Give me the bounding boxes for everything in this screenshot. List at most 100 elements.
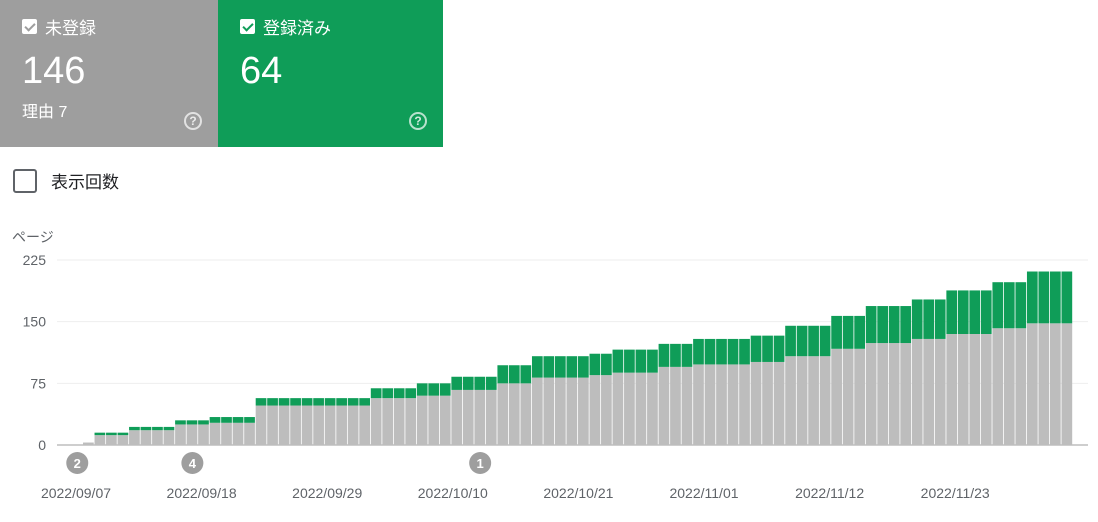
bar-registered (94, 432, 106, 436)
bar-not-registered (647, 372, 658, 445)
bar-registered (520, 365, 532, 384)
bar-registered (336, 398, 347, 406)
checkbox-checked-icon[interactable] (22, 18, 37, 34)
bar-registered (175, 420, 186, 425)
bar-registered (428, 383, 440, 396)
bar-not-registered (255, 405, 267, 445)
bar-not-registered (94, 435, 106, 445)
bar-registered (405, 388, 417, 399)
registered-count: 64 (240, 50, 283, 92)
bar-not-registered (324, 405, 336, 445)
bar-registered (439, 383, 451, 396)
bar-not-registered (83, 442, 94, 445)
bar-registered (163, 426, 175, 431)
bar-not-registered (877, 343, 889, 445)
bar-registered (232, 417, 244, 423)
bar-registered (612, 349, 624, 373)
bar-registered (106, 432, 117, 436)
bar-registered (624, 349, 635, 373)
bar-not-registered (474, 389, 486, 445)
bar-not-registered (485, 389, 497, 445)
bar-not-registered (911, 338, 923, 445)
annotation-label: 4 (189, 456, 197, 471)
bar-registered (382, 388, 394, 399)
x-tick-label: 2022/10/21 (543, 485, 613, 501)
not-registered-card[interactable]: 未登録 146 理由 7 ? (0, 0, 218, 147)
bar-not-registered (670, 366, 681, 445)
bar-not-registered (543, 377, 555, 445)
bar-registered (888, 306, 900, 344)
bar-not-registered (428, 395, 440, 445)
bar-not-registered (704, 364, 716, 445)
bar-not-registered (739, 364, 750, 445)
bar-registered (842, 315, 854, 349)
bar-not-registered (900, 343, 912, 445)
bar-not-registered (520, 383, 532, 445)
x-tick-label: 2022/10/10 (418, 485, 488, 501)
bar-registered (1061, 271, 1073, 324)
bar-not-registered (347, 405, 359, 445)
help-icon[interactable]: ? (184, 112, 202, 130)
bar-not-registered (1038, 323, 1050, 445)
bar-not-registered (244, 422, 255, 445)
bar-not-registered (865, 343, 877, 445)
bar-not-registered (405, 398, 417, 445)
bar-not-registered (727, 364, 739, 445)
bar-registered (152, 426, 163, 431)
bar-registered (831, 315, 842, 349)
bar-not-registered (175, 424, 186, 445)
bar-not-registered (969, 334, 981, 445)
bar-registered (278, 398, 290, 406)
bar-registered (670, 343, 681, 367)
checkbox-unchecked-icon[interactable] (13, 168, 37, 193)
bar-registered (773, 335, 785, 362)
bar-registered (209, 417, 221, 423)
indexing-chart: 225 150 75 0 2 4 1 2022/09/07 2022/09/18 2022/09/… (23, 252, 1088, 501)
help-icon[interactable]: ? (409, 112, 427, 130)
bar-registered (474, 376, 486, 390)
bar-registered (370, 388, 382, 399)
bar-registered (796, 325, 808, 357)
bar-registered (416, 383, 428, 396)
y-tick-label: 150 (23, 314, 47, 330)
not-registered-reason: 理由 7 (22, 104, 68, 121)
registered-card[interactable]: 登録済み 64 ? (218, 0, 443, 147)
bar-registered (244, 417, 255, 423)
bar-registered (198, 420, 209, 425)
bar-registered (635, 349, 647, 373)
bar-not-registered (957, 334, 969, 445)
annotation-marker (181, 452, 204, 474)
bar-not-registered (267, 405, 278, 445)
bar-not-registered (508, 383, 520, 445)
checkbox-checked-icon[interactable] (240, 18, 255, 34)
bar-not-registered (221, 422, 232, 445)
bar-not-registered (497, 383, 509, 445)
bar-not-registered (808, 356, 819, 445)
registered-header: 登録済み (240, 14, 421, 38)
x-tick-label: 2022/09/07 (41, 485, 111, 501)
bar-not-registered (980, 334, 992, 445)
bar-registered (750, 335, 762, 362)
bar-registered (543, 356, 555, 378)
bar-not-registered (934, 338, 946, 445)
bar-registered (589, 353, 601, 376)
bar-not-registered (612, 372, 624, 445)
bar-registered (566, 356, 578, 378)
impressions-toggle[interactable]: 表示回数 (13, 168, 119, 193)
bar-not-registered (451, 389, 463, 445)
bar-not-registered (854, 348, 865, 445)
bar-not-registered (923, 338, 935, 445)
not-registered-label: 未登録 (45, 18, 96, 38)
bar-not-registered (163, 430, 175, 445)
bar-not-registered (152, 430, 163, 445)
bar-registered (1003, 282, 1015, 329)
bar-registered (877, 306, 889, 344)
y-tick-label: 75 (30, 375, 46, 391)
bar-registered (462, 376, 474, 390)
bar-registered (1026, 271, 1038, 324)
bar-not-registered (658, 366, 670, 445)
bar-registered (347, 398, 359, 406)
bar-not-registered (773, 361, 785, 445)
bar-not-registered (693, 364, 704, 445)
bar-registered (762, 335, 773, 362)
